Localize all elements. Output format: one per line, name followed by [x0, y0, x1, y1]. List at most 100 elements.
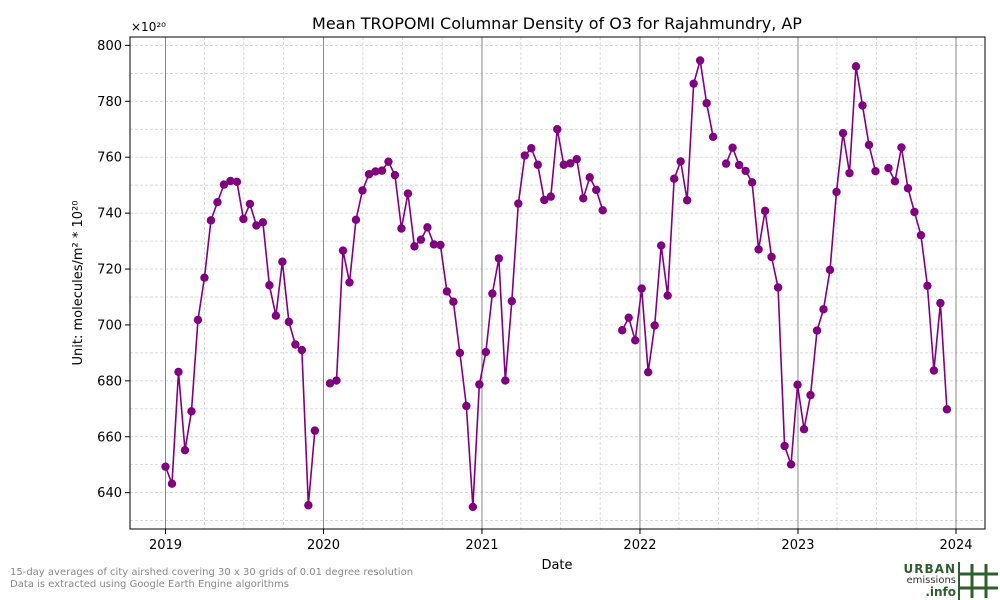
logo-text-emissions: emissions	[906, 575, 956, 586]
data-point	[786, 460, 796, 469]
data-point	[598, 206, 607, 215]
data-point	[252, 221, 261, 230]
data-point	[845, 168, 854, 178]
data-point	[345, 278, 354, 287]
plot-frame	[129, 36, 986, 530]
series-line	[887, 146, 948, 410]
data-point	[161, 462, 170, 471]
data-point	[773, 283, 783, 292]
data-point	[533, 160, 542, 169]
data-point	[167, 479, 177, 488]
data-point	[258, 218, 268, 227]
data-point	[429, 240, 439, 249]
y-tick-label: 680	[97, 374, 122, 389]
y-tick-label: 760	[97, 151, 122, 166]
data-point	[676, 157, 685, 166]
data-point	[410, 242, 419, 251]
data-point	[806, 390, 815, 400]
series-o3	[161, 56, 952, 512]
y-tick-label: 660	[97, 430, 122, 445]
data-point	[332, 376, 341, 385]
data-point	[669, 174, 679, 183]
data-point	[180, 445, 190, 455]
data-point	[760, 206, 770, 216]
axes: 2019 2020 2021 2022 2023 2024 640 660 680 700 720 7…	[97, 39, 972, 553]
data-point	[897, 143, 906, 152]
data-point	[637, 284, 646, 293]
data-point	[226, 176, 235, 186]
data-point	[507, 296, 517, 306]
series-line	[725, 65, 877, 466]
data-point	[271, 311, 281, 320]
data-point	[310, 426, 320, 435]
data-point	[890, 177, 900, 186]
data-point	[304, 501, 313, 510]
data-point	[728, 143, 737, 152]
data-point	[923, 281, 932, 290]
y-tick-label: 800	[97, 39, 122, 54]
data-point	[232, 177, 242, 186]
data-point	[682, 196, 692, 205]
y-axis-label: Unit: molecules/m² * 10²⁰	[71, 201, 86, 366]
y-tick-label: 700	[97, 318, 122, 333]
data-point	[481, 347, 491, 357]
data-point	[371, 167, 380, 176]
data-point	[200, 273, 209, 282]
data-point	[929, 366, 939, 375]
y-tick-label: 720	[97, 263, 122, 278]
data-point	[416, 235, 426, 244]
data-point	[501, 376, 510, 385]
y-axis-multiplier: ×10²⁰	[131, 20, 166, 34]
data-point	[338, 246, 348, 255]
data-point	[585, 173, 594, 182]
data-point	[278, 257, 287, 266]
data-point	[546, 192, 555, 201]
data-point	[239, 214, 248, 224]
data-point	[689, 79, 698, 88]
data-point	[520, 151, 530, 160]
data-point	[325, 379, 335, 388]
data-point	[213, 198, 222, 207]
data-point	[187, 407, 196, 416]
data-point	[449, 297, 458, 306]
logo-text-info: .info	[925, 585, 956, 599]
data-point	[643, 367, 653, 377]
series-line	[621, 59, 714, 373]
data-point	[488, 289, 497, 298]
data-point	[858, 101, 867, 110]
y-tick-label: 640	[97, 486, 122, 501]
data-point	[455, 348, 465, 358]
data-point	[436, 240, 445, 250]
data-point	[747, 178, 757, 187]
footnote-line-1: 15-day averages of city airshed covering…	[10, 567, 414, 578]
data-point	[462, 401, 471, 411]
data-point	[663, 291, 672, 300]
data-point	[397, 224, 406, 233]
data-point	[553, 125, 562, 134]
data-point	[812, 326, 822, 335]
data-point	[265, 281, 274, 290]
x-tick-label: 2021	[465, 538, 498, 553]
data-point	[351, 215, 361, 225]
x-tick-label: 2023	[781, 538, 814, 553]
data-point	[864, 140, 874, 150]
data-point	[403, 189, 413, 198]
data-point	[559, 160, 568, 169]
data-point	[767, 252, 776, 262]
data-point	[910, 207, 919, 217]
data-point	[631, 336, 640, 345]
data-point	[566, 159, 575, 168]
logo-text-urban: URBAN	[903, 562, 956, 576]
data-point	[871, 166, 880, 176]
data-point	[390, 170, 400, 180]
data-point	[624, 313, 633, 322]
data-point	[851, 62, 861, 71]
data-point	[579, 194, 588, 203]
data-point	[245, 199, 255, 209]
data-point	[721, 159, 731, 168]
x-tick-label: 2020	[307, 538, 340, 553]
data-point	[284, 317, 294, 327]
data-point	[297, 345, 307, 355]
data-point	[780, 441, 789, 451]
data-point	[793, 380, 802, 389]
